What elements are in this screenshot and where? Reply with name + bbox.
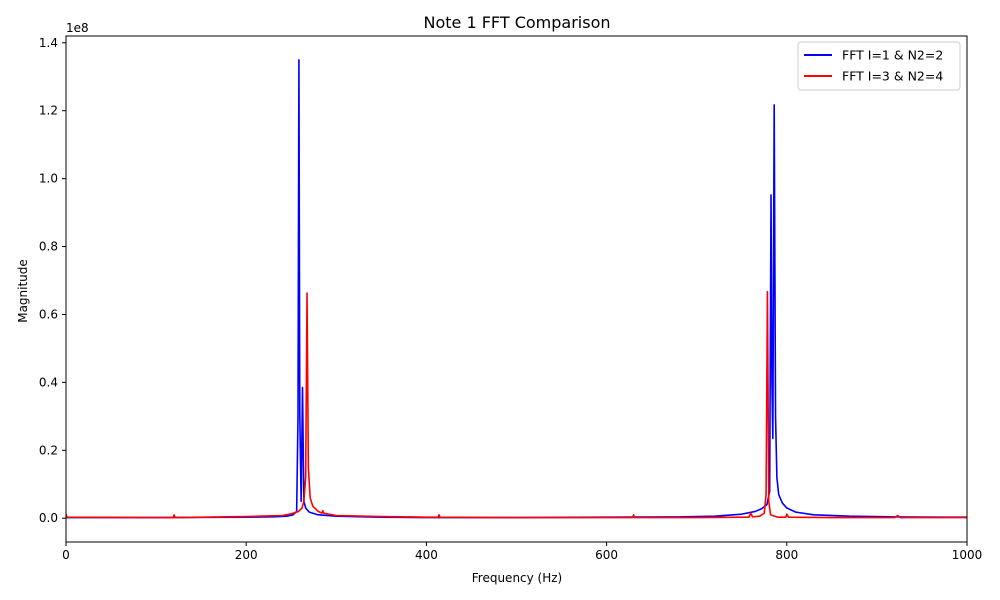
x-tick-label: 0 (62, 548, 70, 562)
legend-label: FFT I=3 & N2=4 (842, 69, 943, 84)
y-axis: 0.0 0.2 0.4 0.6 0.8 1.0 1.2 1.4 (39, 36, 66, 525)
series-layer (66, 58, 967, 519)
y-axis-label: Magnitude (16, 259, 30, 323)
plot-frame (65, 35, 968, 543)
series-line-2 (66, 290, 967, 519)
y-tick-label: 0.6 (39, 307, 58, 321)
x-tick-label: 800 (775, 548, 798, 562)
y-offset-label: 1e8 (66, 21, 89, 35)
y-tick-label: 0.4 (39, 375, 58, 389)
y-tick-label: 1.0 (39, 172, 58, 186)
x-tick-label: 200 (235, 548, 258, 562)
x-axis-label: Frequency (Hz) (472, 571, 563, 585)
y-tick-label: 0.8 (39, 240, 58, 254)
y-tick-label: 0.2 (39, 443, 58, 457)
x-tick-label: 600 (595, 548, 618, 562)
chart-title: Note 1 FFT Comparison (423, 13, 610, 32)
legend-box (797, 41, 961, 91)
legend-label: FFT I=1 & N2=2 (842, 48, 943, 63)
y-tick-label: 1.2 (39, 104, 58, 118)
y-tick-label: 1.4 (39, 36, 58, 50)
x-tick-label: 400 (415, 548, 438, 562)
x-tick-label: 1000 (952, 548, 983, 562)
legend: FFT I=1 & N2=2 FFT I=3 & N2=4 (797, 41, 961, 91)
y-tick-label: 0.0 (39, 511, 58, 525)
x-axis: 0 200 400 600 800 1000 (62, 542, 982, 562)
